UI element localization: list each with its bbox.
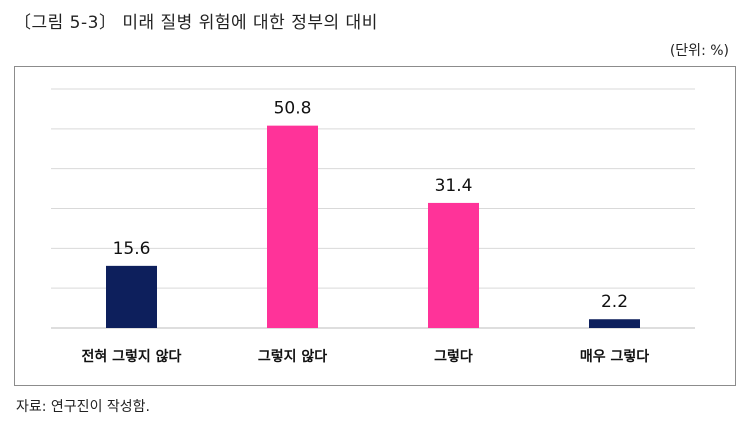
data-label: 2.2: [601, 292, 628, 312]
category-labels: 전혀 그렇지 않다 그렇지 않다 그렇다 매우 그렇다: [82, 348, 650, 365]
value-labels: 15.6 50.8 31.4 2.2: [113, 99, 628, 313]
bar: [106, 265, 157, 328]
chart-frame: 15.6 50.8 31.4 2.2 전혀 그렇지 않다 그렇지 않다 그렇다 매우 그렇다: [14, 66, 736, 386]
source-note: 자료: 연구진이 작성함.: [16, 399, 150, 415]
data-label: 50.8: [274, 99, 312, 119]
category-label: 그렇지 않다: [258, 348, 327, 365]
category-label: 전혀 그렇지 않다: [82, 348, 182, 365]
gridlines: [51, 88, 695, 329]
unit-label: (단위: %): [669, 43, 729, 59]
bar-chart: 15.6 50.8 31.4 2.2 전혀 그렇지 않다 그렇지 않다 그렇다 매우 그렇다: [51, 88, 695, 365]
data-label: 15.6: [113, 239, 151, 259]
data-label: 31.4: [435, 176, 473, 196]
bars: [106, 125, 640, 328]
figure-title: 〔그림 5-3〕 미래 질병 위험에 대한 정부의 대비: [14, 13, 378, 33]
bar: [267, 125, 318, 328]
bar: [589, 319, 640, 328]
bar: [428, 202, 479, 328]
category-label: 그렇다: [434, 349, 473, 365]
category-label: 매우 그렇다: [580, 349, 649, 365]
